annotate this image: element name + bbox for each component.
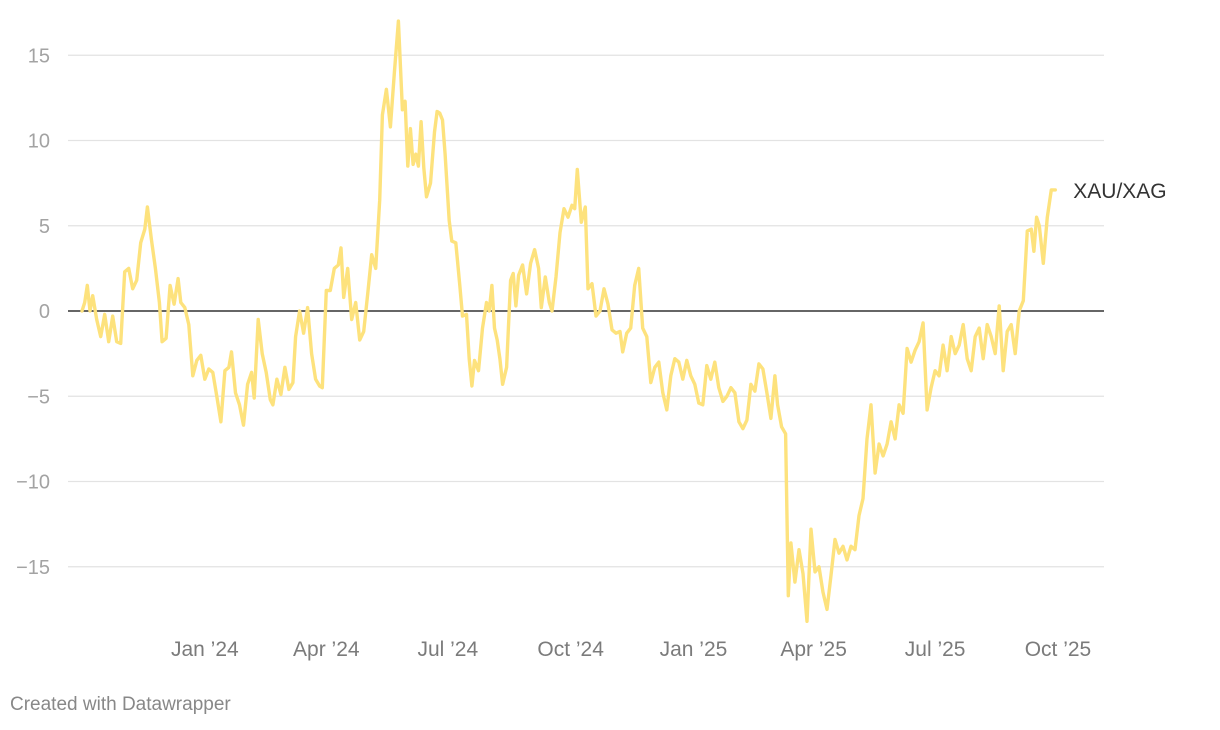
gridlines — [68, 54, 1104, 568]
series-line-xau-xag — [80, 19, 1057, 623]
y-tick-label: −10 — [16, 472, 50, 494]
y-tick-label: 10 — [28, 131, 50, 153]
y-tick-label: −5 — [27, 386, 50, 408]
series-label: XAU/XAG — [1073, 180, 1166, 203]
y-tick-label: 0 — [39, 301, 50, 323]
y-axis-tick-labels: 15 10 5 0 −5 −10 −15 — [16, 45, 50, 579]
line-chart: 15 10 5 0 −5 −10 −15 Jan ’24 Apr ’24 Jul ’24 Oct … — [16, 19, 1167, 661]
datawrapper-credit: Created with Datawrapper — [10, 694, 231, 715]
x-axis-tick-labels: Jan ’24 Apr ’24 Jul ’24 Oct ’24 Jan ’25 Apr ’… — [171, 638, 1091, 661]
y-tick-label: −15 — [16, 557, 50, 579]
x-tick-label: Jul ’24 — [417, 638, 478, 661]
x-tick-label: Apr ’25 — [780, 638, 847, 661]
x-tick-label: Apr ’24 — [293, 638, 360, 661]
chart-area: 15 10 5 0 −5 −10 −15 Jan ’24 Apr ’24 Jul ’24 Oct … — [16, 19, 1167, 661]
x-tick-label: Oct ’24 — [537, 638, 604, 661]
x-tick-label: Jan ’25 — [660, 638, 728, 661]
series-lines — [80, 19, 1057, 623]
y-tick-label: 15 — [28, 45, 50, 67]
x-tick-label: Jul ’25 — [905, 638, 966, 661]
x-tick-label: Oct ’25 — [1025, 638, 1092, 661]
series-labels: XAU/XAG — [1073, 180, 1166, 203]
x-tick-label: Jan ’24 — [171, 638, 239, 661]
y-tick-label: 5 — [39, 216, 50, 238]
